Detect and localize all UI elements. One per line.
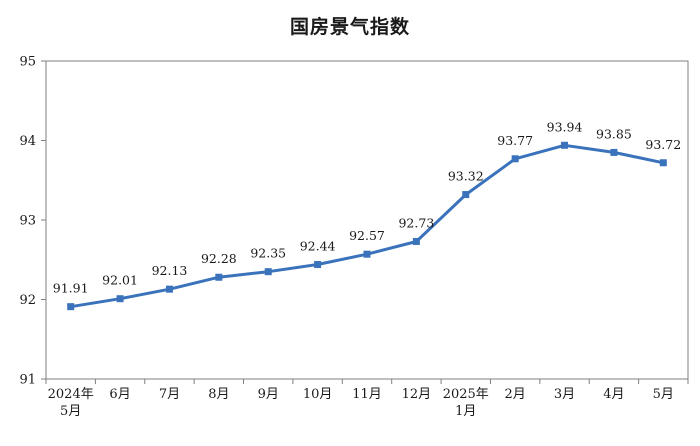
x-tick-label: 4月 <box>603 387 624 402</box>
data-point <box>314 261 322 269</box>
x-tick-label: 2月 <box>505 387 526 402</box>
x-tick-label: 10月 <box>303 387 333 402</box>
data-labels: 91.91 92.01 92.13 92.28 92.35 92.44 92.57 92.73… <box>53 119 681 295</box>
data-point <box>610 148 618 156</box>
data-label: 92.13 <box>152 263 188 278</box>
y-axis-ticks <box>41 60 46 380</box>
x-tick-label: 12月 <box>402 387 432 402</box>
x-tick-label: 2024年 <box>48 387 94 402</box>
y-tick-label: 91 <box>19 373 36 388</box>
x-axis-ticks <box>45 379 689 384</box>
data-point <box>412 237 420 245</box>
y-tick-label: 95 <box>19 55 36 70</box>
x-tick-label: 3月 <box>554 387 575 402</box>
data-label: 92.35 <box>250 246 286 261</box>
y-tick-label: 94 <box>19 134 36 149</box>
x-tick-label: 11月 <box>352 387 382 402</box>
y-tick-label: 92 <box>19 293 36 308</box>
data-label: 92.44 <box>300 239 336 254</box>
series-lines <box>69 143 665 309</box>
data-label: 93.32 <box>448 169 484 184</box>
data-point <box>215 273 223 281</box>
data-label: 93.85 <box>596 126 632 141</box>
data-label: 92.28 <box>201 251 237 266</box>
x-tick-label: 6月 <box>109 387 130 402</box>
x-tick-label: 1月 <box>455 404 476 419</box>
data-point <box>363 250 371 258</box>
data-label: 92.01 <box>102 273 138 288</box>
data-point <box>165 285 173 293</box>
chart-title: 国房景气指数 <box>289 16 410 38</box>
data-label: 92.73 <box>398 215 434 230</box>
series-markers <box>67 141 667 311</box>
x-tick-label: 5月 <box>653 387 674 402</box>
data-point <box>659 159 667 167</box>
data-label: 93.72 <box>645 137 681 152</box>
x-tick-label: 9月 <box>258 387 279 402</box>
x-tick-label: 5月 <box>60 404 81 419</box>
data-point <box>116 295 124 303</box>
data-point <box>264 268 272 276</box>
series-line <box>69 143 665 309</box>
data-point <box>561 141 569 149</box>
data-label: 91.91 <box>53 281 89 296</box>
x-tick-label: 7月 <box>159 387 180 402</box>
x-tick-label: 2025年 <box>443 387 489 402</box>
data-label: 93.77 <box>497 133 533 148</box>
y-tick-label: 93 <box>19 214 36 229</box>
data-point <box>511 155 519 163</box>
y-axis-labels: 91 92 93 94 95 <box>19 55 36 388</box>
x-tick-label: 8月 <box>208 387 229 402</box>
data-label: 93.94 <box>547 119 583 134</box>
x-axis-labels: 2024年 5月 6月 7月 8月 9月 10月 11月 12月 2025年 1月 2月 3月 4月 5月 <box>48 387 674 419</box>
data-point <box>462 191 470 199</box>
data-point <box>67 303 75 311</box>
data-label: 92.57 <box>349 228 385 243</box>
plot-frame <box>45 60 689 380</box>
